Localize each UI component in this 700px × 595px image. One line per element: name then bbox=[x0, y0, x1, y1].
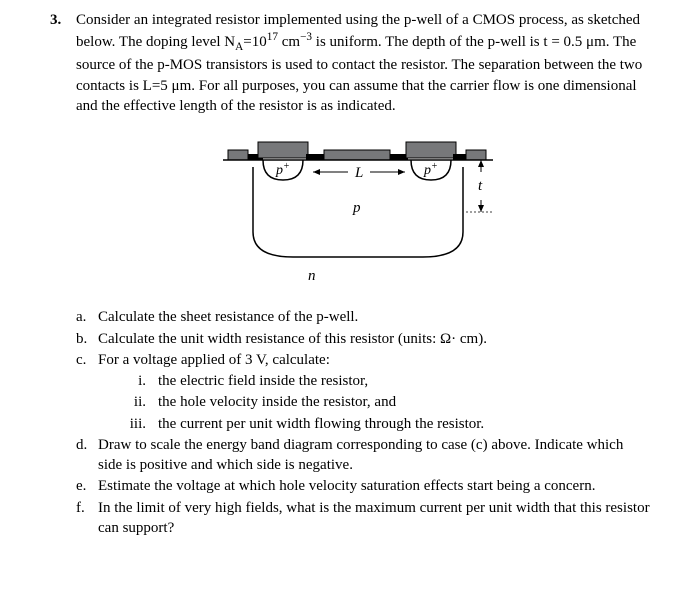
marker-c: c. bbox=[76, 350, 98, 370]
top-block-4 bbox=[306, 154, 324, 160]
L-arrowhead-right bbox=[398, 169, 405, 175]
t-arrowhead-top bbox=[478, 160, 484, 167]
top-block-3 bbox=[258, 142, 308, 158]
content-d: Draw to scale the energy band diagram co… bbox=[98, 435, 650, 476]
diagram-container: p+ p+ L p n t bbox=[76, 132, 650, 293]
content-b: Calculate the unit width resistance of t… bbox=[98, 329, 650, 349]
subpart-a: a. Calculate the sheet resistance of the… bbox=[76, 307, 650, 327]
content-a: Calculate the sheet resistance of the p-… bbox=[98, 307, 650, 327]
t-label: t bbox=[478, 178, 483, 194]
subpart-c-i: i. the electric field inside the resisto… bbox=[116, 371, 650, 391]
content-c-i: the electric field inside the resistor, bbox=[158, 371, 368, 391]
t-arrowhead-bottom bbox=[478, 205, 484, 212]
pplus-right-label: p+ bbox=[423, 161, 438, 178]
problem-container: 3. Consider an integrated resistor imple… bbox=[50, 10, 650, 539]
superscript-17: 17 bbox=[267, 31, 278, 43]
problem-body: Consider an integrated resistor implemen… bbox=[76, 10, 650, 539]
marker-f: f. bbox=[76, 498, 98, 539]
text-part-3: cm bbox=[278, 34, 300, 50]
top-block-7 bbox=[406, 142, 456, 158]
top-block-6 bbox=[390, 154, 408, 160]
top-block-9 bbox=[466, 150, 486, 160]
subparts-list-2: d. Draw to scale the energy band diagram… bbox=[76, 435, 650, 538]
content-c: For a voltage applied of 3 V, calculate: bbox=[98, 350, 650, 370]
subpart-c-ii: ii. the hole velocity inside the resisto… bbox=[116, 392, 650, 412]
marker-c-i: i. bbox=[116, 371, 146, 391]
content-c-ii: the hole velocity inside the resistor, a… bbox=[158, 392, 396, 412]
L-arrowhead-left bbox=[313, 169, 320, 175]
marker-a: a. bbox=[76, 307, 98, 327]
content-f: In the limit of very high fields, what i… bbox=[98, 498, 650, 539]
content-c-iii: the current per unit width flowing throu… bbox=[158, 414, 484, 434]
top-block-1 bbox=[228, 150, 248, 160]
subpart-f: f. In the limit of very high fields, wha… bbox=[76, 498, 650, 539]
marker-c-iii: iii. bbox=[116, 414, 146, 434]
subpart-e: e. Estimate the voltage at which hole ve… bbox=[76, 476, 650, 496]
subpart-c-sublist: i. the electric field inside the resisto… bbox=[76, 371, 650, 434]
subpart-c-iii: iii. the current per unit width flowing … bbox=[116, 414, 650, 434]
top-block-5 bbox=[324, 150, 390, 160]
cmos-diagram: p+ p+ L p n t bbox=[198, 132, 528, 293]
n-label: n bbox=[308, 268, 316, 284]
subpart-b: b. Calculate the unit width resistance o… bbox=[76, 329, 650, 349]
p-label: p bbox=[352, 200, 361, 216]
diagram-svg: p+ p+ L p n t bbox=[198, 132, 528, 287]
subparts-list: a. Calculate the sheet resistance of the… bbox=[76, 307, 650, 370]
L-label: L bbox=[354, 165, 363, 181]
marker-e: e. bbox=[76, 476, 98, 496]
marker-c-ii: ii. bbox=[116, 392, 146, 412]
subpart-d: d. Draw to scale the energy band diagram… bbox=[76, 435, 650, 476]
pplus-left-label: p+ bbox=[275, 161, 290, 178]
content-e: Estimate the voltage at which hole veloc… bbox=[98, 476, 650, 496]
marker-d: d. bbox=[76, 435, 98, 476]
text-part-2: =10 bbox=[243, 34, 266, 50]
superscript-m3: −3 bbox=[300, 31, 312, 43]
problem-statement: Consider an integrated resistor implemen… bbox=[76, 10, 650, 116]
problem-number: 3. bbox=[50, 10, 68, 539]
subpart-c: c. For a voltage applied of 3 V, calcula… bbox=[76, 350, 650, 370]
marker-b: b. bbox=[76, 329, 98, 349]
